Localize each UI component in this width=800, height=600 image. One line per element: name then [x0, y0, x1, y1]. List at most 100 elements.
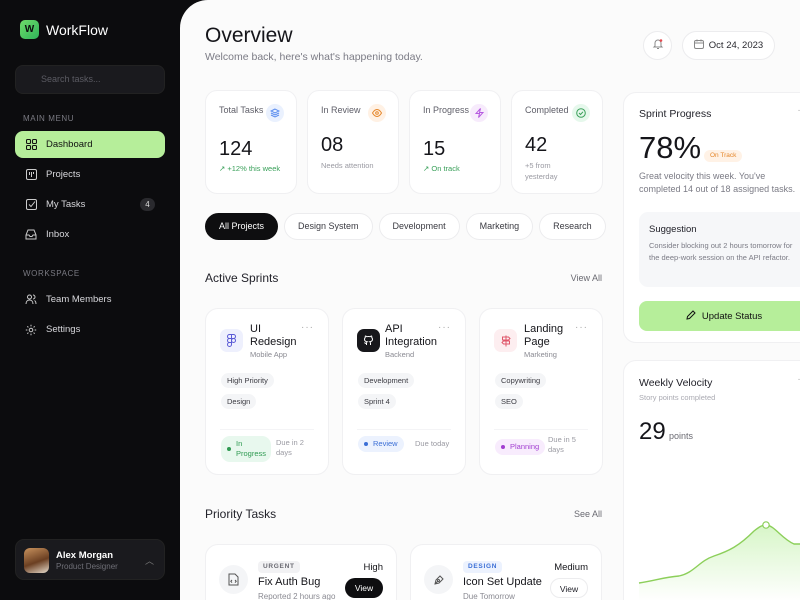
sidebar-item-label: Settings — [46, 324, 81, 335]
avatar — [24, 548, 49, 573]
filter-all-projects[interactable]: All Projects — [205, 213, 279, 240]
stat-card-completed: Completed 42 +5 from yesterday — [511, 90, 603, 194]
sprint-card-ui-redesign[interactable]: UI Redesign Mobile App ··· High Priority… — [205, 308, 329, 475]
sidebar-item-dashboard[interactable]: Dashboard — [15, 131, 165, 158]
figma-icon — [220, 329, 243, 352]
sidebar-item-label: My Tasks — [46, 199, 86, 210]
weekly-velocity-card: Weekly Velocity ·· Story points complete… — [623, 360, 800, 600]
main-menu-label: MAIN MENU — [23, 114, 75, 123]
kanban-icon — [25, 169, 37, 181]
calendar-icon — [693, 39, 704, 52]
logo-mark-icon: W — [20, 20, 39, 39]
sprint-card-landing-page[interactable]: Landing Page Marketing ··· Copywriting S… — [479, 308, 603, 475]
sprint-category: Marketing — [524, 350, 557, 359]
logo[interactable]: W WorkFlow — [20, 20, 108, 39]
search-input[interactable]: Search tasks... — [15, 65, 165, 94]
status-badge: In Progress — [221, 436, 271, 462]
task-sub: Due Tomorrow — [463, 592, 515, 600]
stat-card-total-tasks: Total Tasks 124 ↗ +12% this week — [205, 90, 297, 194]
bell-icon — [652, 37, 664, 55]
pencil-icon — [686, 309, 696, 323]
sidebar-item-label: Team Members — [46, 294, 112, 305]
more-options-icon[interactable]: ··· — [438, 322, 451, 333]
date-label: Oct 24, 2023 — [708, 40, 764, 51]
task-count-badge: 4 — [140, 198, 155, 211]
view-button[interactable]: View — [550, 578, 588, 598]
sprint-tag: Development — [358, 373, 415, 388]
gear-icon — [25, 324, 37, 336]
sidebar-item-projects[interactable]: Projects — [15, 161, 165, 188]
app-name: WorkFlow — [46, 21, 108, 38]
task-card-icon-set-update[interactable]: DESIGN Icon Set Update Due Tomorrow Medi… — [410, 544, 602, 600]
eye-icon — [368, 104, 386, 122]
stat-value: 42 — [525, 134, 548, 156]
grid-icon — [25, 139, 37, 151]
stat-note: +5 from yesterday — [525, 161, 558, 181]
more-options-icon[interactable]: ··· — [301, 322, 314, 333]
task-title: Icon Set Update — [463, 576, 542, 588]
github-icon — [357, 329, 380, 352]
user-role: Product Designer — [56, 562, 118, 571]
velocity-title: Weekly Velocity — [639, 377, 713, 389]
task-sub: Reported 2 hours ago — [258, 592, 336, 600]
sprint-progress-card: Sprint Progress ·· 78% On Track Great ve… — [623, 92, 800, 343]
workspace-label: WORKSPACE — [23, 269, 80, 278]
date-picker-button[interactable]: Oct 24, 2023 — [682, 31, 775, 60]
page-title: Overview — [205, 24, 293, 47]
see-all-link[interactable]: See All — [573, 509, 602, 519]
sidebar-item-team-members[interactable]: Team Members — [15, 286, 165, 313]
task-priority: High — [363, 562, 383, 573]
notifications-button[interactable] — [643, 31, 672, 60]
sprint-due: Due in 2 days — [276, 438, 304, 457]
page-subtitle: Welcome back, here's what's happening to… — [205, 51, 423, 63]
task-card-fix-auth-bug[interactable]: URGENT Fix Auth Bug Reported 2 hours ago… — [205, 544, 397, 600]
more-options-icon[interactable]: ··· — [575, 322, 588, 333]
divider — [494, 429, 588, 430]
sidebar-item-my-tasks[interactable]: My Tasks 4 — [15, 191, 165, 218]
sprint-card-api-integration[interactable]: API Integration Backend ··· Development … — [342, 308, 466, 475]
velocity-unit: points — [669, 431, 694, 441]
check-circle-icon — [572, 104, 590, 122]
sprint-tag: High Priority — [221, 373, 274, 388]
suggestion-box: Suggestion Consider blocking out 2 hours… — [639, 212, 800, 287]
view-all-link[interactable]: View All — [570, 273, 602, 283]
user-profile[interactable]: Alex Morgan Product Designer ︿ — [15, 539, 165, 580]
sprint-tag: SEO — [495, 394, 523, 409]
sprint-due: Due in 5 days — [548, 435, 576, 454]
filter-research[interactable]: Research — [539, 213, 606, 240]
velocity-line-chart — [638, 521, 800, 600]
active-sprints-title: Active Sprints — [205, 271, 279, 285]
task-title: Fix Auth Bug — [258, 576, 321, 588]
sprint-tag: Design — [221, 394, 257, 409]
sprint-tag: Sprint 4 — [358, 394, 396, 409]
pen-tool-icon — [424, 565, 453, 594]
stat-value: 124 — [219, 138, 253, 160]
view-button[interactable]: View — [345, 578, 383, 598]
priority-tasks-title: Priority Tasks — [205, 507, 277, 521]
stat-label: Completed — [525, 105, 569, 115]
stat-label: In Progress — [423, 105, 470, 115]
update-status-button[interactable]: Update Status — [639, 301, 800, 331]
velocity-value: 29 — [639, 418, 666, 445]
stat-value: 15 — [423, 138, 446, 160]
filter-marketing[interactable]: Marketing — [465, 213, 534, 240]
chevron-up-icon[interactable]: ︿ — [144, 556, 154, 566]
filter-development[interactable]: Development — [378, 213, 460, 240]
signpost-icon — [494, 329, 517, 352]
status-badge: Review — [358, 436, 404, 452]
sidebar-item-settings[interactable]: Settings — [15, 316, 165, 343]
stat-value: 08 — [321, 134, 344, 156]
sidebar-item-inbox[interactable]: Inbox — [15, 221, 165, 248]
sidebar-item-label: Projects — [46, 169, 81, 180]
stat-label: In Review — [321, 105, 361, 115]
filter-design-system[interactable]: Design System — [284, 213, 373, 240]
suggestion-text: Consider blocking out 2 hours tomorrow f… — [649, 241, 793, 262]
sprint-progress-title: Sprint Progress — [639, 108, 712, 120]
more-options-icon[interactable]: ·· — [797, 374, 800, 385]
suggestion-title: Suggestion — [649, 224, 697, 235]
stat-note: Needs attention — [321, 161, 374, 170]
user-name: Alex Morgan — [56, 550, 114, 561]
sprint-tag: Copywriting — [495, 373, 547, 388]
task-priority: Medium — [554, 562, 588, 573]
more-options-icon[interactable]: ·· — [797, 105, 800, 116]
